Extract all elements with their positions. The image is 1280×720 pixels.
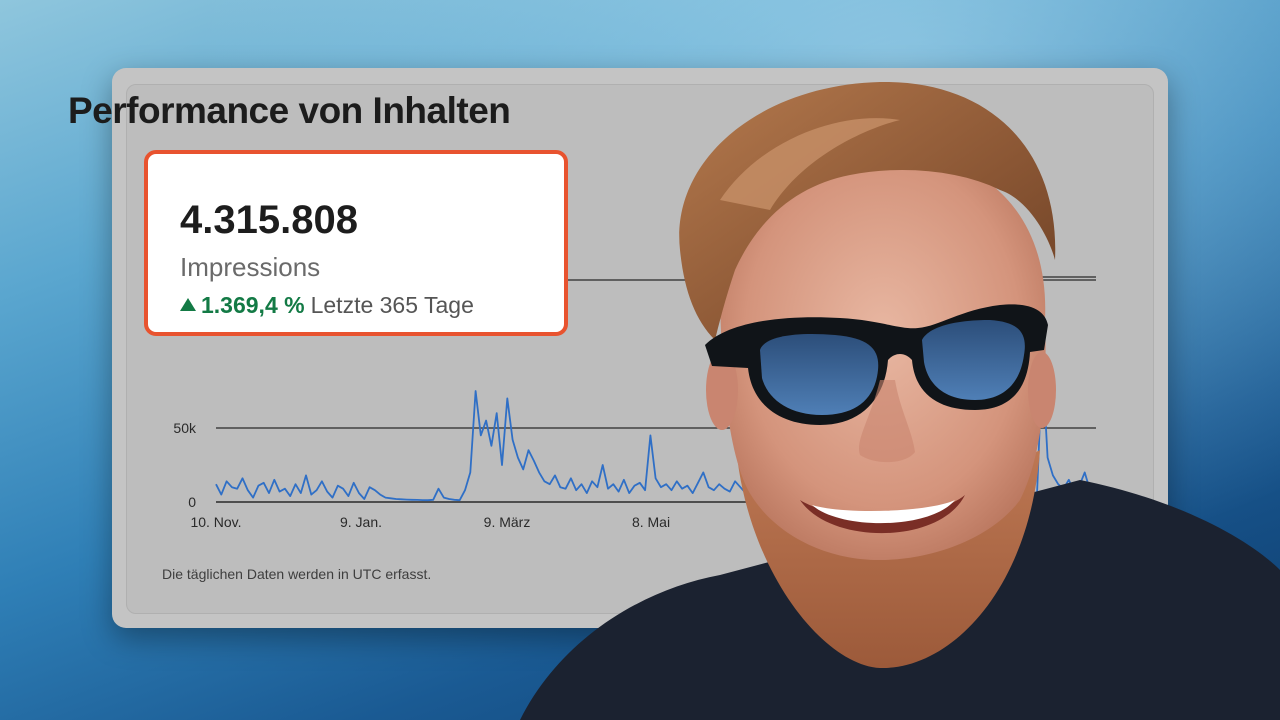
- triangle-up-icon: [180, 298, 196, 311]
- impressions-change: 1.369,4 % Letzte 365 Tage: [180, 292, 474, 319]
- card-title: Performance von Inhalten: [68, 90, 511, 131]
- impressions-value: 4.315.808: [180, 198, 358, 242]
- impressions-label: Impressions: [180, 252, 321, 282]
- y-tick-label: 0: [188, 494, 196, 510]
- x-tick-label: 8. Mai: [632, 514, 670, 530]
- x-tick-label: 9. Jan.: [340, 514, 382, 530]
- x-tick-label: 10. Nov.: [190, 514, 241, 530]
- impressions-kpi-box: 4.315.808 Impressions 1.369,4 % Letzte 36…: [144, 150, 568, 336]
- change-period: Letzte 365 Tage: [310, 292, 474, 318]
- utc-footnote: Die täglichen Daten werden in UTC erfass…: [162, 566, 432, 582]
- change-percent: 1.369,4 %: [201, 292, 305, 318]
- y-tick-label: 50k: [173, 420, 197, 436]
- x-tick-label: 9. März: [484, 514, 531, 530]
